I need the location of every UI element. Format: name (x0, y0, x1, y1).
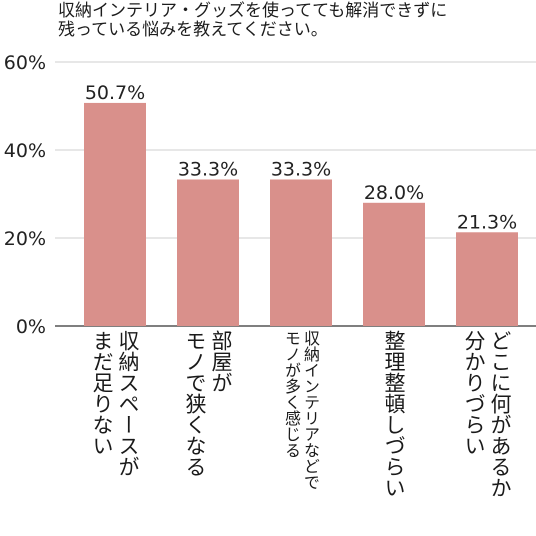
bar (84, 102, 146, 326)
chart-title: 収納インテリア・グッズを使ってても解消できずに 残っている悩みを教えてください。 (58, 1, 448, 40)
bar-value-label: 33.3% (178, 158, 238, 180)
y-tick-label: 0% (16, 316, 46, 338)
x-category-label: 整理整頓しづらい (382, 330, 406, 498)
y-tick-label: 20% (4, 228, 46, 250)
x-category-label: 収納インテリアなどで モノが多く感じる (282, 330, 320, 490)
bar-value-label: 21.3% (457, 211, 517, 233)
bar (270, 179, 332, 326)
y-tick-label: 60% (4, 52, 46, 74)
y-tick-label: 40% (4, 140, 46, 162)
bar (456, 232, 518, 326)
bar-value-label: 50.7% (85, 82, 145, 104)
bar (363, 202, 425, 326)
x-category-label: 収納スペースが まだ足りない (90, 330, 140, 477)
bar-value-label: 33.3% (271, 158, 331, 180)
x-category-label: どこに何があるか 分かりづらい (462, 330, 512, 498)
bar (177, 179, 239, 326)
x-category-label: 部屋が モノで狭くなる (183, 330, 233, 477)
bar-value-label: 28.0% (364, 182, 424, 204)
